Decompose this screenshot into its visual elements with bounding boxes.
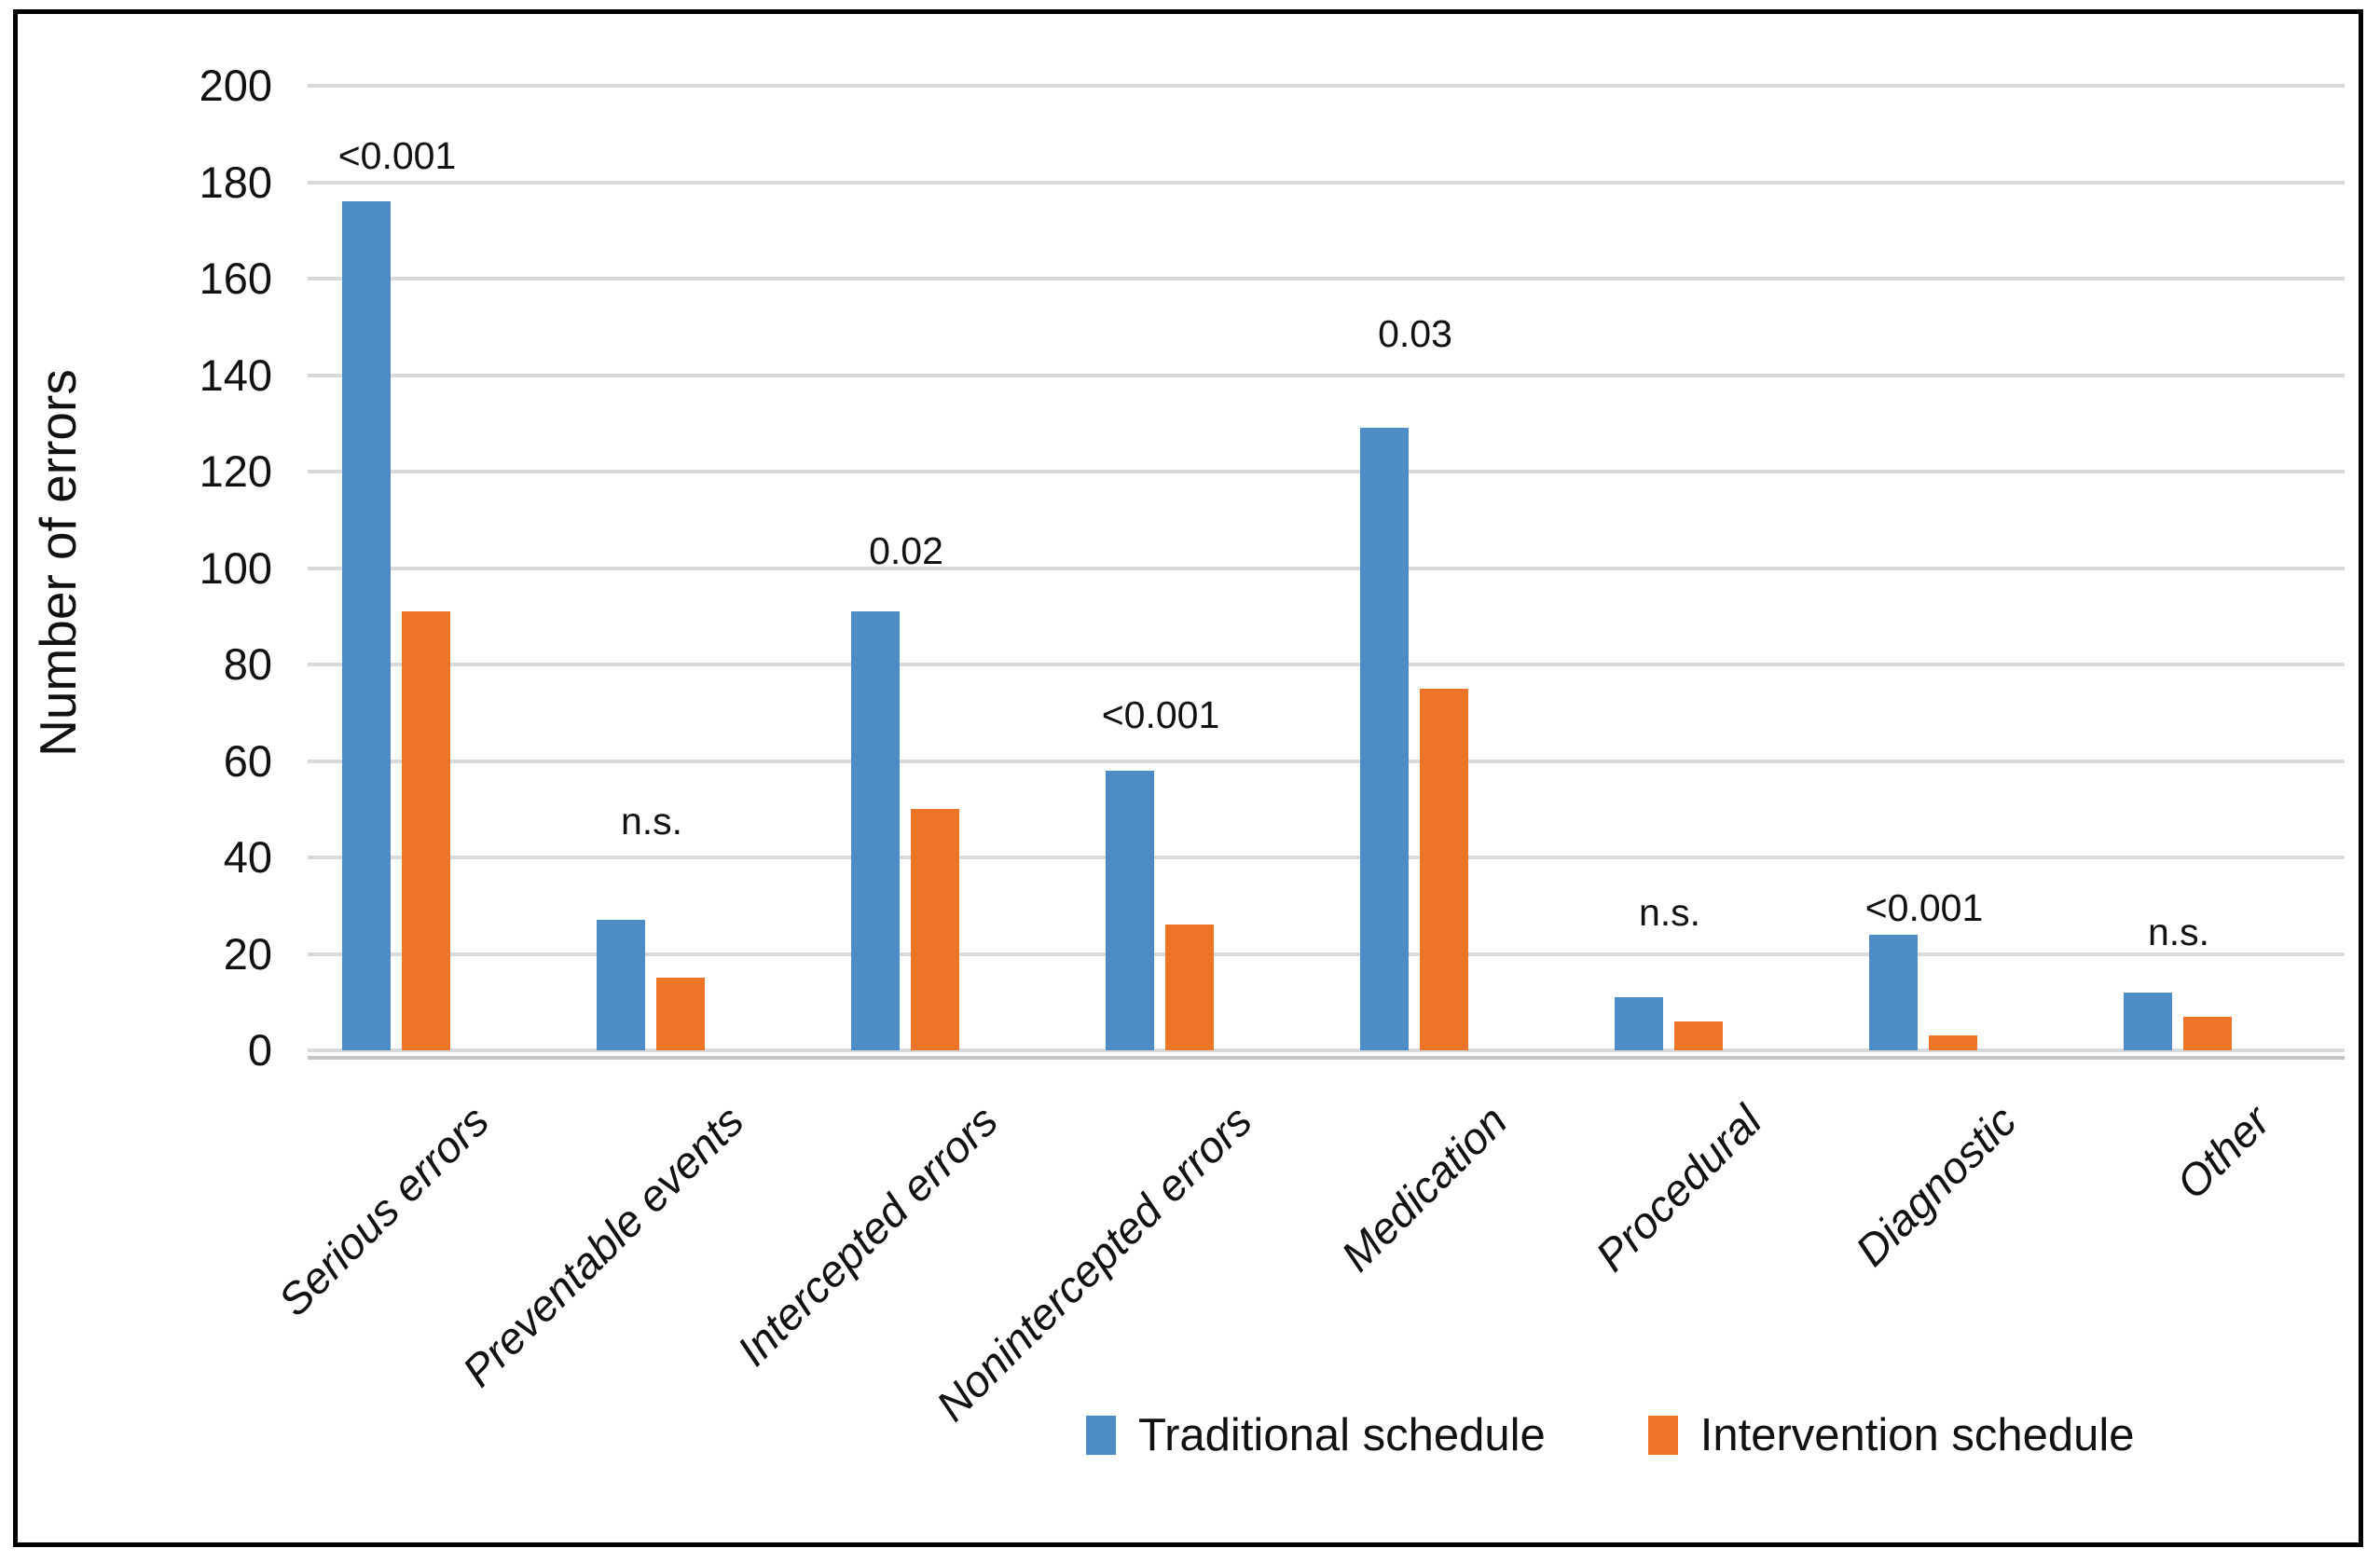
y-tick-label-200: 200 xyxy=(199,61,272,110)
y-tick-label-180: 180 xyxy=(199,157,272,207)
y-tick-label-60: 60 xyxy=(223,735,272,786)
bar-intervention-preventable-events xyxy=(656,978,705,1050)
gridline-120 xyxy=(308,470,2345,473)
gridline-200 xyxy=(308,84,2345,88)
y-tick-label-120: 120 xyxy=(199,446,272,496)
gridline-160 xyxy=(308,277,2345,281)
gridline-60 xyxy=(308,759,2345,763)
y-tick-label-140: 140 xyxy=(199,349,272,400)
y-axis-title: Number of errors xyxy=(29,369,87,757)
bar-intervention-intercepted-errors xyxy=(911,809,959,1050)
gridline-100 xyxy=(308,566,2345,570)
bar-intervention-medication xyxy=(1420,688,1468,1050)
plot-area: 0 20 40 60 80 100 120 140 160 180 200 <0.001 Serious… xyxy=(199,62,2345,1431)
gridline-0 xyxy=(308,1048,2345,1052)
p-value-annotation-medication: 0.03 xyxy=(1378,312,1452,356)
legend-label-traditional: Traditional schedule xyxy=(1138,1410,1546,1460)
y-tick-label-40: 40 xyxy=(223,832,272,882)
legend-label-intervention: Intervention schedule xyxy=(1699,1410,2135,1460)
legend: Traditional schedule Intervention schedu… xyxy=(1086,1409,2135,1461)
bar-intervention-diagnostic xyxy=(1929,1035,1977,1050)
gridline-40 xyxy=(308,856,2345,859)
bar-intervention-other xyxy=(2183,1016,2232,1050)
bar-intervention-serious-errors xyxy=(402,611,450,1050)
p-value-annotation-preventable-events: n.s. xyxy=(620,799,683,843)
bar-traditional-other xyxy=(2124,992,2172,1050)
bar-traditional-diagnostic xyxy=(1869,934,1918,1050)
bar-intervention-procedural xyxy=(1674,1021,1723,1050)
x-axis-line xyxy=(308,1056,2345,1060)
bar-traditional-preventable-events xyxy=(597,920,645,1050)
bar-traditional-medication xyxy=(1360,428,1409,1050)
p-value-annotation-nonintercepted-errors: <0.001 xyxy=(1101,692,1220,736)
gridline-80 xyxy=(308,663,2345,666)
bar-traditional-procedural xyxy=(1615,997,1663,1050)
gridline-180 xyxy=(308,180,2345,185)
p-value-annotation-other: n.s. xyxy=(2147,910,2210,953)
p-value-annotation-intercepted-errors: 0.02 xyxy=(869,528,943,572)
bar-traditional-serious-errors xyxy=(342,201,391,1050)
figure-border xyxy=(13,9,2363,1547)
p-value-annotation-diagnostic: <0.001 xyxy=(1864,885,1984,929)
y-tick-label-80: 80 xyxy=(223,639,272,689)
p-value-annotation-serious-errors: <0.001 xyxy=(337,133,457,177)
bar-traditional-nonintercepted-errors xyxy=(1106,770,1154,1050)
gridline-20 xyxy=(308,952,2345,956)
y-tick-label-100: 100 xyxy=(199,542,272,593)
bar-traditional-intercepted-errors xyxy=(851,611,900,1050)
gridline-140 xyxy=(308,373,2345,377)
y-tick-label-0: 0 xyxy=(247,1025,272,1075)
legend-swatch-traditional xyxy=(1086,1416,1116,1455)
y-tick-label-160: 160 xyxy=(199,253,272,303)
y-tick-label-20: 20 xyxy=(223,928,272,979)
p-value-annotation-procedural: n.s. xyxy=(1638,891,1701,935)
legend-swatch-intervention xyxy=(1647,1416,1678,1455)
bar-intervention-nonintercepted-errors xyxy=(1165,925,1214,1050)
